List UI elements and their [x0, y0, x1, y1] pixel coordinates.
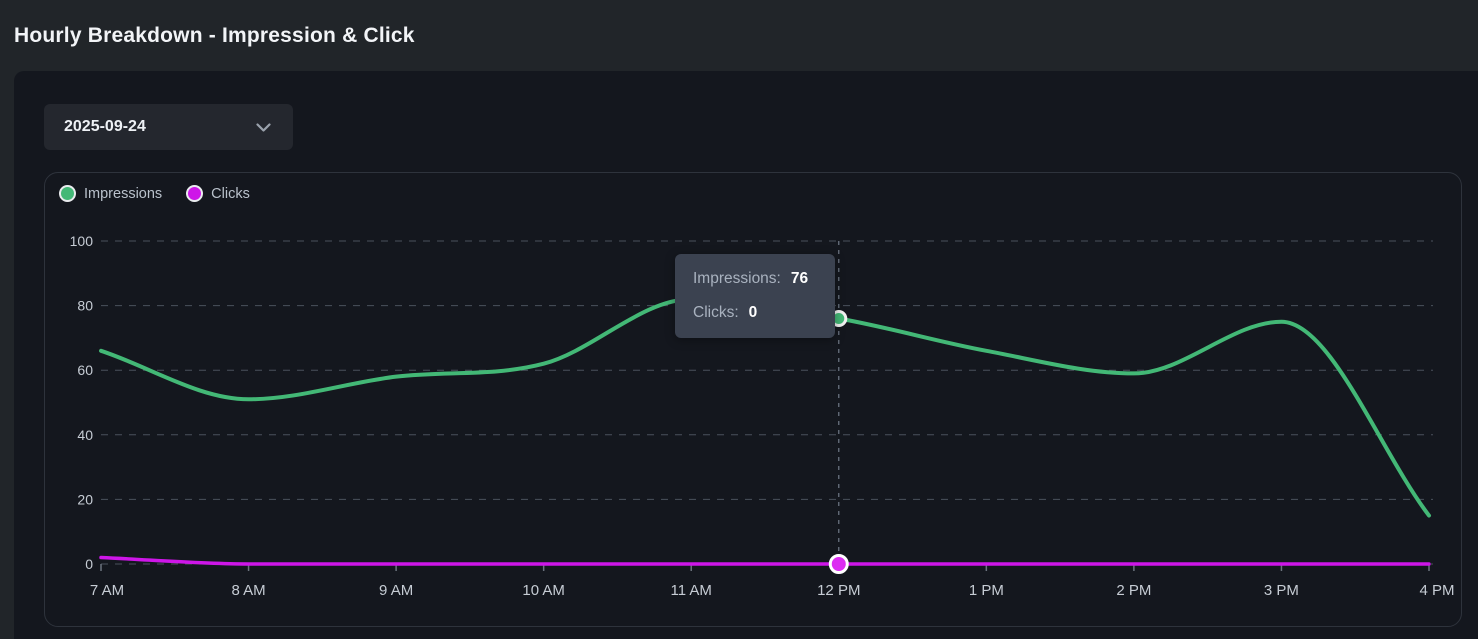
tooltip-impressions-label: Impressions:: [693, 270, 781, 287]
y-tick-label: 0: [85, 556, 93, 572]
tooltip-clicks-row: Clicks: 0: [693, 304, 817, 322]
legend-item-impressions[interactable]: Impressions: [59, 185, 162, 202]
clicks-active-dot: [828, 554, 849, 574]
clicks-legend-dot-icon: [186, 185, 204, 202]
legend-label-clicks: Clicks: [211, 185, 250, 202]
x-tick-label: 4 PM: [1419, 582, 1454, 599]
tooltip-impressions-value: 76: [790, 270, 809, 287]
x-tick-label: 1 PM: [969, 582, 1004, 599]
tooltip-clicks-value: 0: [748, 304, 758, 321]
y-tick-label: 80: [77, 298, 93, 314]
date-select[interactable]: 2025-09-24: [44, 104, 293, 150]
clicks-line: [99, 555, 1431, 566]
y-tick-label: 40: [77, 427, 93, 443]
y-tick-label: 20: [77, 491, 93, 507]
page-title: Hourly Breakdown - Impression & Click: [14, 23, 415, 47]
chart-tooltip: Impressions: 76 Clicks: 0: [675, 254, 835, 338]
x-tick-label: 8 AM: [231, 582, 265, 599]
page-header: Hourly Breakdown - Impression & Click: [0, 0, 1478, 71]
impressions-legend-dot-icon: [59, 185, 76, 202]
x-tick-label: 9 AM: [379, 582, 413, 599]
x-tick-label: 7 AM: [90, 582, 124, 599]
tooltip-clicks-label: Clicks:: [693, 304, 739, 321]
x-tick-label: 11 AM: [671, 582, 712, 599]
legend-label-impressions: Impressions: [84, 185, 163, 202]
date-select-value: 2025-09-24: [64, 118, 146, 135]
x-tick-label: 12 PM: [817, 582, 860, 599]
tooltip-impressions-row: Impressions: 76: [693, 270, 817, 288]
y-tick-label: 100: [70, 233, 94, 249]
chart-card: Impressions Clicks 0 20 40 60 80 100 7 AM 8 AM 9…: [44, 172, 1462, 627]
legend-item-clicks[interactable]: Clicks: [186, 185, 250, 202]
x-tick-label: 3 PM: [1264, 582, 1299, 599]
x-tick-label: 10 AM: [522, 582, 565, 599]
content-panel: 2025-09-24 Impressions Clicks 0 20 40 60 80 1…: [14, 71, 1478, 639]
chart-legend: Impressions Clicks: [59, 185, 250, 202]
chevron-down-icon: [256, 122, 271, 132]
line-chart[interactable]: 0 20 40 60 80 100 7 AM 8 AM 9 AM 10 AM 11 AM 12 PM 1…: [45, 173, 1461, 626]
y-tick-label: 60: [77, 362, 93, 378]
x-tick-label: 2 PM: [1116, 582, 1151, 599]
